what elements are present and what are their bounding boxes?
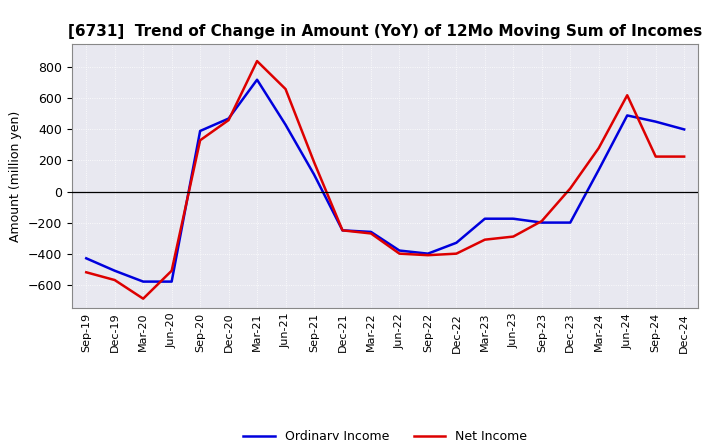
Net Income [623,92,631,98]
Ordinary Income [509,216,518,221]
Net Income [652,154,660,159]
Net Income [452,251,461,256]
Title: [6731]  Trend of Change in Amount (YoY) of 12Mo Moving Sum of Incomes: [6731] Trend of Change in Amount (YoY) o… [68,24,702,39]
Net Income [509,234,518,239]
Net Income [480,237,489,242]
Ordinary Income [82,256,91,261]
Ordinary Income [537,220,546,225]
Net Income [395,251,404,256]
Net Income [423,253,432,258]
Ordinary Income [480,216,489,221]
Line: Net Income: Net Income [86,61,684,299]
Net Income [253,59,261,64]
Net Income [282,86,290,92]
Net Income [680,154,688,159]
Net Income [82,270,91,275]
Ordinary Income [282,122,290,128]
Ordinary Income [253,77,261,82]
Net Income [566,186,575,191]
Ordinary Income [225,116,233,121]
Ordinary Income [452,240,461,246]
Legend: Ordinary Income, Net Income: Ordinary Income, Net Income [238,425,532,440]
Ordinary Income [196,128,204,134]
Ordinary Income [680,127,688,132]
Ordinary Income [310,172,318,177]
Net Income [110,277,119,282]
Net Income [310,159,318,165]
Ordinary Income [423,251,432,256]
Net Income [595,145,603,150]
Ordinary Income [110,268,119,273]
Net Income [167,268,176,273]
Net Income [338,228,347,233]
Ordinary Income [566,220,575,225]
Ordinary Income [623,113,631,118]
Net Income [139,296,148,301]
Ordinary Income [652,119,660,124]
Y-axis label: Amount (million yen): Amount (million yen) [9,110,22,242]
Net Income [537,218,546,224]
Ordinary Income [395,248,404,253]
Ordinary Income [338,228,347,233]
Net Income [196,138,204,143]
Net Income [225,117,233,123]
Ordinary Income [139,279,148,284]
Ordinary Income [167,279,176,284]
Ordinary Income [366,229,375,235]
Ordinary Income [595,167,603,172]
Net Income [366,231,375,236]
Line: Ordinary Income: Ordinary Income [86,80,684,282]
